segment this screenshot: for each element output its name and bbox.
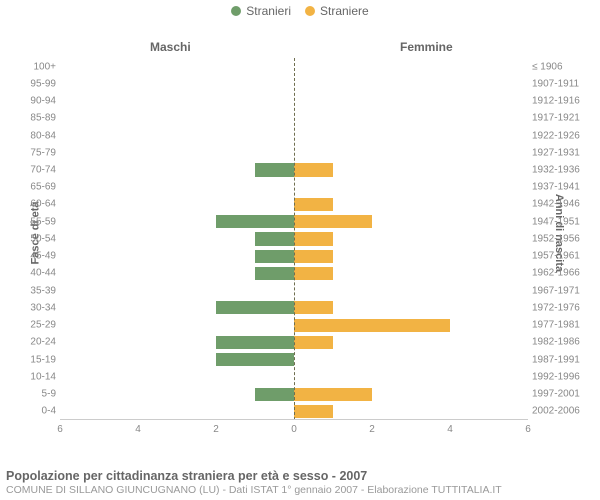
birth-year-label: 1927-1931 [532,147,596,158]
bar-male [255,267,294,280]
bar-female [294,215,372,228]
legend-swatch-female [305,6,315,16]
age-label: 0-4 [12,406,56,417]
x-tick: 4 [135,424,141,435]
header-male: Maschi [150,40,191,54]
chart-title: Popolazione per cittadinanza straniera p… [6,469,594,483]
birth-year-label: 1937-1941 [532,182,596,193]
age-label: 70-74 [12,165,56,176]
birth-year-label: 1992-1996 [532,371,596,382]
bar-male [255,232,294,245]
birth-year-label: 1997-2001 [532,389,596,400]
x-tick: 4 [447,424,453,435]
age-label: 50-54 [12,233,56,244]
birth-year-label: 1987-1991 [532,354,596,365]
x-axis: 6 4 2 0 2 4 6 [60,422,528,440]
birth-year-label: ≤ 1906 [532,61,596,72]
bar-female [294,405,333,418]
age-label: 80-84 [12,130,56,141]
bar-female [294,163,333,176]
x-tick: 0 [291,424,297,435]
bar-female [294,336,333,349]
legend-item-female: Straniere [305,4,369,18]
age-label: 100+ [12,61,56,72]
x-tick: 2 [213,424,219,435]
birth-year-label: 1967-1971 [532,285,596,296]
bar-female [294,198,333,211]
birth-year-label: 1977-1981 [532,320,596,331]
bar-female [294,250,333,263]
age-label: 95-99 [12,78,56,89]
age-label: 20-24 [12,337,56,348]
age-label: 25-29 [12,320,56,331]
center-line [294,58,295,420]
age-label: 55-59 [12,216,56,227]
legend-item-male: Stranieri [231,4,291,18]
bar-male [216,353,294,366]
age-label: 30-34 [12,302,56,313]
birth-year-label: 1957-1961 [532,251,596,262]
bar-male [216,301,294,314]
birth-year-label: 1922-1926 [532,130,596,141]
age-label: 75-79 [12,147,56,158]
x-baseline [60,419,528,420]
age-label: 85-89 [12,113,56,124]
age-label: 90-94 [12,96,56,107]
birth-year-label: 1912-1916 [532,96,596,107]
header-female: Femmine [400,40,453,54]
birth-year-label: 1952-1956 [532,233,596,244]
age-label: 5-9 [12,389,56,400]
legend: Stranieri Straniere [0,0,600,18]
birth-year-label: 1932-1936 [532,165,596,176]
age-label: 10-14 [12,371,56,382]
bar-female [294,319,450,332]
age-label: 40-44 [12,268,56,279]
bar-male [216,215,294,228]
birth-year-label: 1962-1966 [532,268,596,279]
bar-female [294,267,333,280]
bar-male [255,250,294,263]
x-tick: 6 [525,424,531,435]
plot-area: 100+≤ 190695-991907-191190-941912-191685… [60,58,528,420]
bar-male [255,163,294,176]
x-tick: 2 [369,424,375,435]
legend-label-female: Straniere [320,4,369,18]
bar-female [294,301,333,314]
birth-year-label: 1947-1951 [532,216,596,227]
age-label: 15-19 [12,354,56,365]
birth-year-label: 1982-1986 [532,337,596,348]
chart-subtitle: COMUNE DI SILLANO GIUNCUGNANO (LU) - Dat… [6,484,594,496]
birth-year-label: 1907-1911 [532,78,596,89]
birth-year-label: 1942-1946 [532,199,596,210]
birth-year-label: 2002-2006 [532,406,596,417]
bar-female [294,388,372,401]
legend-label-male: Stranieri [246,4,291,18]
footer: Popolazione per cittadinanza straniera p… [6,469,594,496]
birth-year-label: 1972-1976 [532,302,596,313]
age-label: 45-49 [12,251,56,262]
legend-swatch-male [231,6,241,16]
bar-female [294,232,333,245]
bar-male [216,336,294,349]
x-tick: 6 [57,424,63,435]
age-label: 60-64 [12,199,56,210]
bar-male [255,388,294,401]
birth-year-label: 1917-1921 [532,113,596,124]
chart: Maschi Femmine Fasce di età Anni di nasc… [0,18,600,448]
age-label: 65-69 [12,182,56,193]
age-label: 35-39 [12,285,56,296]
